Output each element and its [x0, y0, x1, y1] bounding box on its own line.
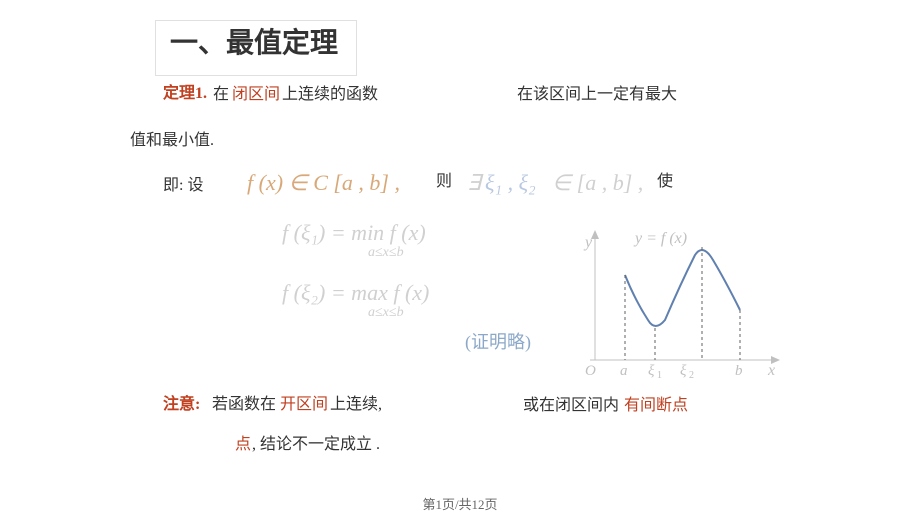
function-graph: y x O a ξ 1 ξ 2 b y = f (x) [580, 225, 790, 385]
formula-fx-cab: f (x) ∈ C [a , b] , [247, 170, 400, 196]
svg-text:a: a [620, 363, 628, 379]
section-title: 一、最值定理 [155, 20, 357, 76]
formula-inab: ∈ [a , b] , [552, 170, 643, 196]
text-closed-interval: 闭区间 [232, 80, 280, 104]
note2-pre: 或在闭区间内 [523, 391, 619, 415]
formula-exists: ∃ [467, 170, 481, 196]
formula-min-sub: a≤x≤b [368, 245, 404, 261]
formula-xi12: ξ₁ , ξ₂ [485, 170, 536, 196]
text-post1: 上连续的函数 [282, 80, 378, 104]
theorem-label: 定理1. [163, 79, 207, 103]
note1-open: 开区间 [280, 390, 328, 414]
formula-max-sub: a≤x≤b [368, 305, 404, 321]
svg-text:y: y [583, 234, 593, 251]
text-post3: 值和最小值. [130, 126, 214, 150]
page-footer: 第1页/共12页 [0, 494, 920, 513]
note2-break-cont: 点 [235, 430, 251, 454]
svg-text:ξ: ξ [648, 363, 655, 379]
note2-break: 有间断点 [624, 391, 688, 415]
svg-text:b: b [735, 363, 743, 379]
note-label: 注意: [163, 390, 200, 414]
note1-pre: 若函数在 [212, 390, 276, 414]
text-pre: 在 [213, 80, 229, 104]
svg-text:1: 1 [657, 370, 662, 381]
note1-post: 上连续, [330, 390, 382, 414]
svg-text:2: 2 [689, 370, 694, 381]
proof-omit: (证明略) [465, 328, 531, 354]
text-post2: 在该区间上一定有最大 [517, 80, 677, 104]
svg-text:ξ: ξ [680, 363, 687, 379]
svg-text:O: O [585, 363, 596, 379]
formula-min: f (ξ₁) = min f (x) [282, 220, 426, 246]
note3: , 结论不一定成立 . [252, 430, 380, 454]
text-then: 则 [436, 167, 452, 191]
formula-max: f (ξ₂) = max f (x) [282, 280, 429, 306]
text-makes: 使 [657, 167, 673, 191]
text-namely: 即: 设 [163, 171, 203, 195]
svg-text:x: x [767, 362, 775, 379]
svg-text:y = f (x): y = f (x) [633, 230, 687, 247]
